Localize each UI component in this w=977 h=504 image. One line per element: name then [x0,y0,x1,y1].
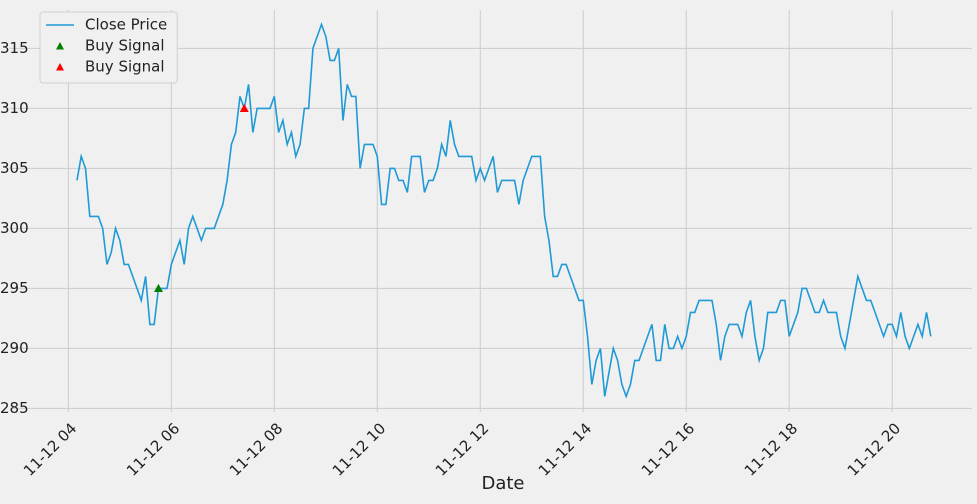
x-tick-label: 11-12 16 [638,419,698,479]
legend-label: Buy Signal [85,37,165,55]
legend-label: Buy Signal [85,58,165,76]
x-tick-label: 11-12 14 [535,419,595,479]
legend-marker [56,63,64,71]
y-tick-label: 310 [0,99,29,117]
y-tick-label: 300 [0,219,29,237]
y-tick-label: 305 [0,159,29,177]
price-line [76,22,932,399]
legend-box [39,11,178,84]
x-axis-label: Date [481,473,524,494]
x-tick-label: 11-12 08 [226,419,286,479]
x-tick-label: 11-12 20 [844,419,904,479]
legend-label: Close Price [85,16,167,34]
legend-marker [56,42,64,50]
y-tick-label: 290 [0,339,29,357]
y-tick-label: 295 [0,279,29,297]
y-tick-label: 315 [0,39,29,57]
labels: 285 290 295 300 305 310 315 11-12 04 11-12 06 11-… [0,11,904,480]
x-tick-label: 11-12 12 [432,419,492,479]
y-tick-label: 285 [0,399,29,417]
x-tick-label: 11-12 18 [741,419,801,479]
x-tick-label: 11-12 10 [329,419,389,479]
x-tick-label: 11-12 06 [123,419,183,479]
buy-signal-marker [153,283,163,292]
buy-signal-marker [239,103,249,112]
plot [76,22,932,399]
x-tick-label: 11-12 04 [20,419,80,479]
grid [10,10,972,412]
